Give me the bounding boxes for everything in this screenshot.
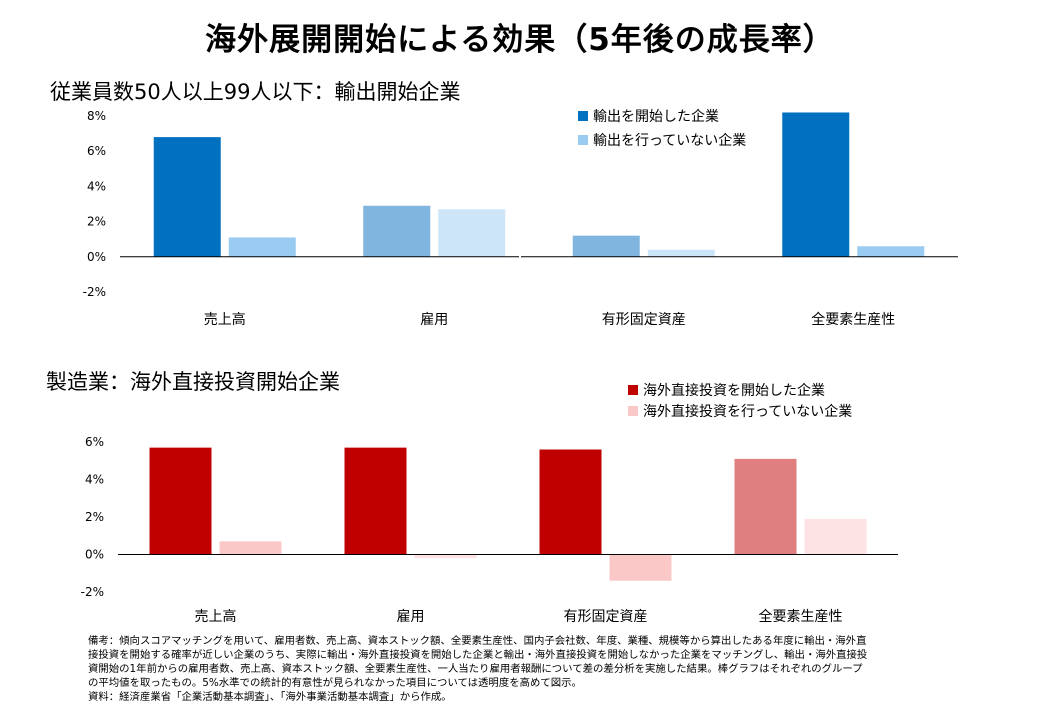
export-ytick-label: 0% (87, 250, 106, 264)
fdi-ytick-label: 4% (85, 473, 104, 487)
fdi-legend-swatch (628, 406, 638, 416)
export-legend-label: 輸出を開始した企業 (593, 108, 719, 125)
export-ytick-label: -2% (83, 285, 106, 299)
export-bar (228, 237, 296, 257)
export-bar (438, 209, 506, 257)
export-bar (572, 235, 640, 257)
chart-export: 8% 6% 4% 2% 0% -2% 売上高 雇用 有形固定資産 全要素生産性 輸出を開始した企業輸… (83, 108, 958, 328)
fdi-bar (414, 554, 477, 559)
fdi-bar (734, 458, 797, 555)
export-bar (857, 246, 925, 257)
fdi-category-label: 全要素生産性 (759, 608, 843, 625)
export-bar (363, 205, 431, 257)
export-ytick-label: 8% (87, 109, 106, 123)
fdi-legend-swatch (628, 385, 638, 395)
export-ytick-label: 4% (87, 179, 106, 193)
export-bar (647, 249, 715, 257)
fdi-ytick-label: 2% (85, 510, 104, 524)
export-category-label: 売上高 (204, 311, 246, 328)
chart-export-title: 従業員数50人以上99人以下：輸出開始企業 (50, 80, 461, 104)
footnote: 備考：傾向スコアマッチングを用いて、雇用者数、売上高、資本ストック額、全要素生産… (88, 635, 868, 703)
export-bar (153, 137, 221, 257)
fdi-legend-label: 海外直接投資を行っていない企業 (643, 403, 852, 420)
export-legend-swatch (578, 135, 588, 145)
export-category-label: 雇用 (420, 311, 448, 328)
export-ytick-label: 6% (87, 144, 106, 158)
fdi-bar (804, 518, 867, 555)
fdi-category-label: 有形固定資産 (564, 609, 648, 625)
fdi-category-label: 雇用 (397, 608, 425, 625)
fdi-bar (219, 541, 282, 555)
export-category-label: 有形固定資産 (602, 312, 686, 328)
fdi-bar (609, 554, 672, 581)
export-bar (782, 112, 850, 257)
fdi-ytick-label: -2% (81, 585, 104, 599)
export-legend-swatch (578, 111, 588, 121)
export-category-label: 全要素生産性 (811, 311, 895, 328)
fdi-bar (149, 447, 212, 555)
fdi-bar (539, 449, 602, 555)
fdi-legend-label: 海外直接投資を開始した企業 (643, 382, 825, 399)
export-legend-label: 輸出を行っていない企業 (593, 132, 746, 149)
chart-fdi-title: 製造業：海外直接投資開始企業 (46, 370, 340, 394)
page-title: 海外展開開始による効果（5年後の成長率） (205, 22, 835, 58)
fdi-category-label: 売上高 (195, 608, 237, 625)
export-ytick-label: 2% (87, 215, 106, 229)
chart-fdi: 6% 4% 2% 0% -2% 売上高 雇用 有形固定資産 全要素生産性 海外直接投資を開始した企… (81, 382, 898, 625)
fdi-ytick-label: 6% (85, 435, 104, 449)
fdi-ytick-label: 0% (85, 548, 104, 562)
fdi-bar (344, 447, 407, 555)
